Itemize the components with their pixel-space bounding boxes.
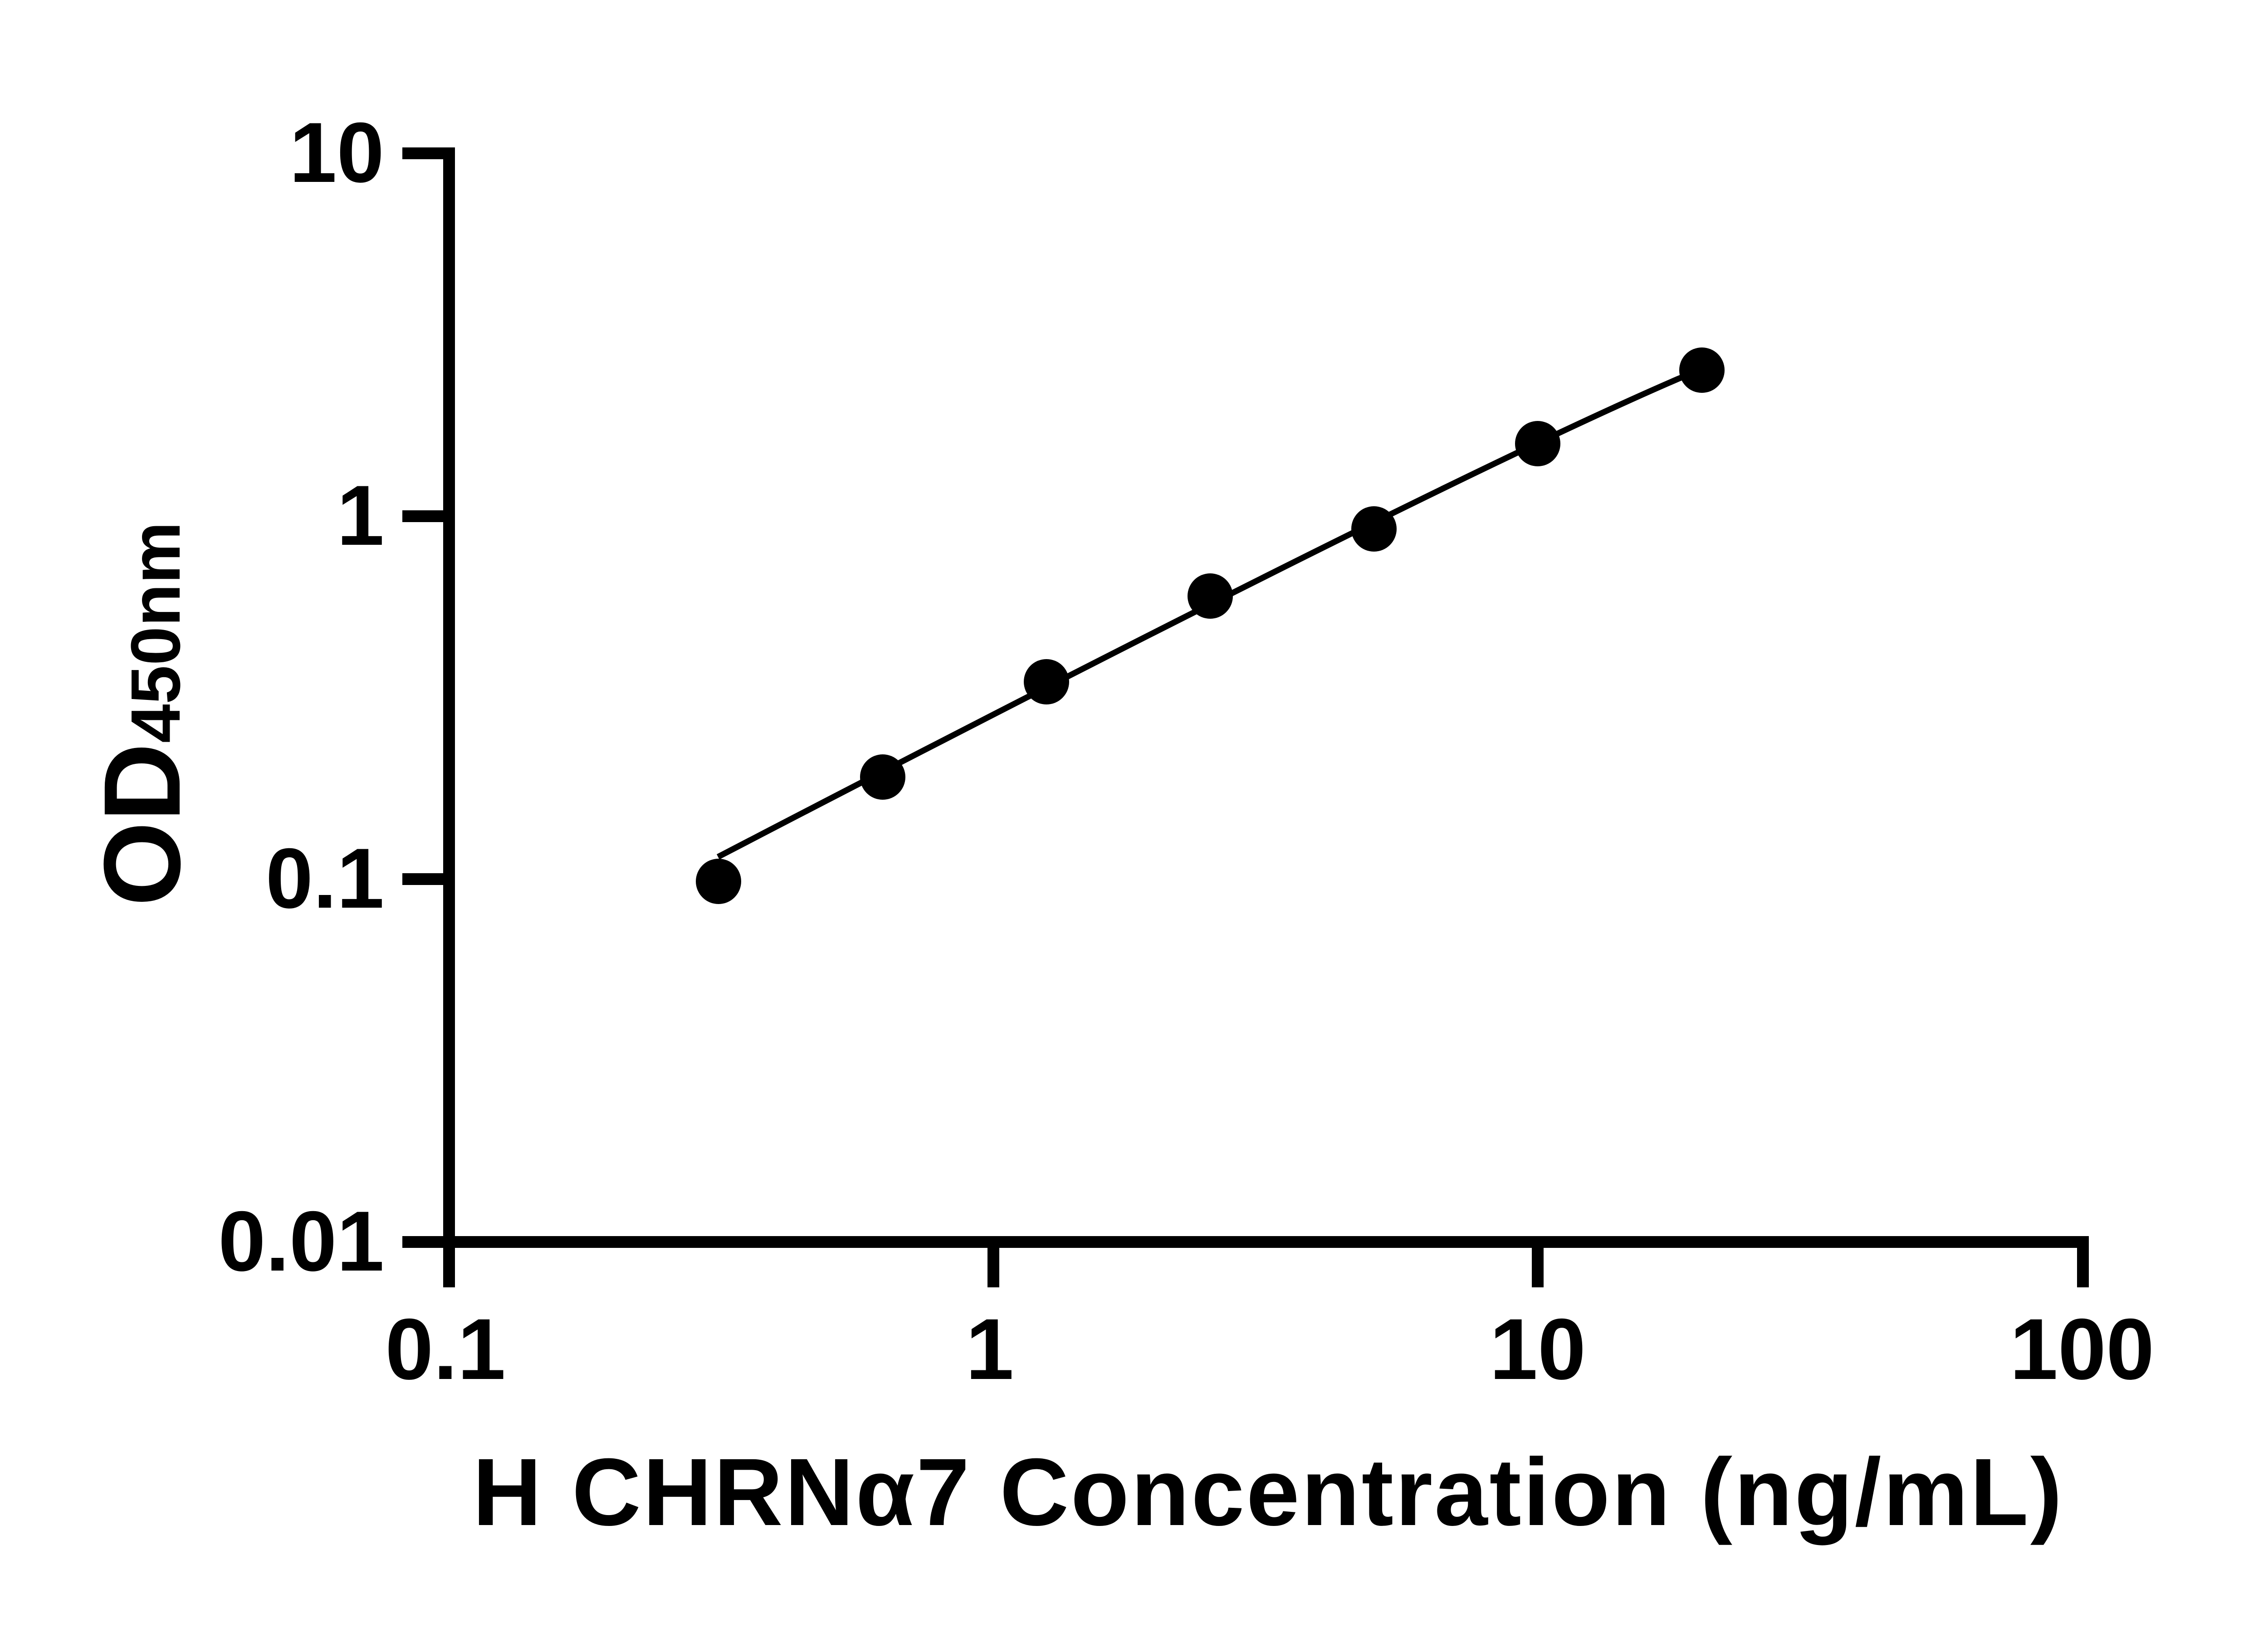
svg-text:0.1: 0.1 [266,831,384,926]
svg-text:OD450nm: OD450nm [81,522,203,906]
svg-text:10: 10 [1490,1301,1586,1398]
svg-text:1: 1 [966,1301,1014,1398]
svg-text:0.1: 0.1 [385,1301,506,1398]
svg-text:0.01: 0.01 [218,1193,384,1289]
svg-text:100: 100 [2010,1301,2155,1398]
svg-text:1: 1 [337,468,384,563]
svg-text:H CHRNα7 Concentration (ng/mL): H CHRNα7 Concentration (ng/mL) [473,1438,2064,1545]
svg-text:10: 10 [289,105,384,200]
